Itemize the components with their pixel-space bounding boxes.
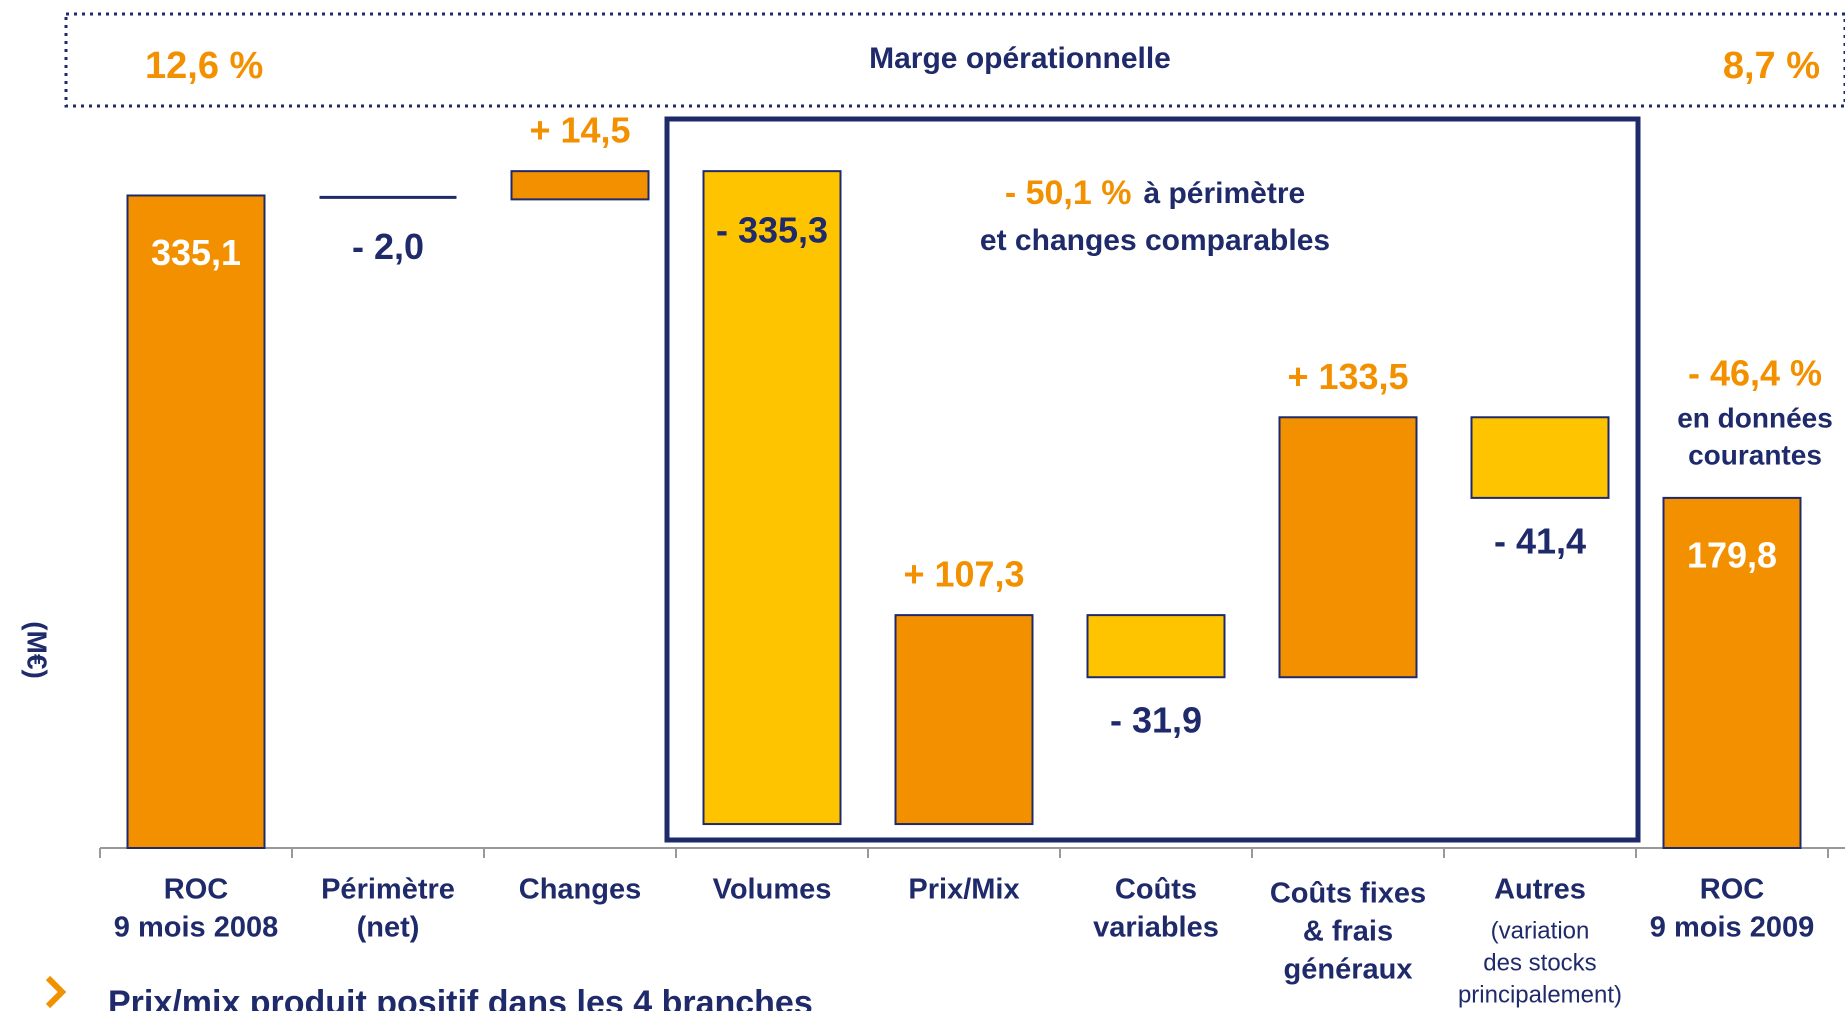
margin-start: 12,6 % — [145, 45, 263, 87]
value-label: + 14,5 — [529, 110, 630, 151]
bar — [1278, 416, 1418, 679]
x-tick-note: des stocks — [1483, 949, 1596, 976]
x-tick-label: 9 mois 2008 — [114, 912, 278, 944]
annotation-value: - 50,1 % — [1005, 174, 1132, 212]
value-label: - 31,9 — [1110, 700, 1202, 741]
annotation-value: - 50,1 % à périmètre — [1005, 174, 1305, 212]
value-label: 179,8 — [1687, 534, 1777, 575]
x-tick-label: Coûts — [1115, 874, 1197, 906]
x-tick-label: ROC — [1700, 874, 1765, 906]
value-label: 335,1 — [151, 232, 241, 273]
x-tick-label: (net) — [357, 912, 420, 944]
margin-label: Marge opérationnelle — [869, 42, 1171, 75]
bullet-icon — [45, 975, 67, 1009]
bar — [126, 194, 266, 849]
annotation-line: en données — [1677, 402, 1833, 433]
margin-box — [64, 12, 1845, 108]
bar — [1470, 416, 1610, 499]
x-tick-label: généraux — [1284, 954, 1413, 986]
annotation-value: - 46,4 % — [1688, 353, 1822, 394]
x-tick-label: Coûts fixes — [1270, 878, 1426, 910]
x-tick-note: principalement) — [1458, 981, 1622, 1008]
x-tick-label: variables — [1093, 912, 1219, 944]
annotation-line: courantes — [1688, 439, 1822, 470]
bar — [1662, 496, 1802, 849]
x-tick-label: Périmètre — [321, 874, 455, 906]
bar — [1086, 614, 1226, 679]
x-tick-label: 9 mois 2009 — [1650, 912, 1814, 944]
margin-end: 8,7 % — [1723, 45, 1820, 87]
x-tick-label: Volumes — [713, 874, 832, 906]
bar — [702, 170, 842, 826]
value-label: - 335,3 — [716, 210, 828, 251]
value-label: + 107,3 — [903, 554, 1024, 595]
annotation-line: et changes comparables — [980, 224, 1330, 257]
bar — [510, 170, 650, 201]
x-tick-label: ROC — [164, 874, 229, 906]
comparable-box — [664, 116, 1641, 843]
bullet-text: Prix/mix produit positif dans les 4 bran… — [108, 984, 813, 1011]
x-tick-label: & frais — [1303, 916, 1393, 948]
value-label: + 133,5 — [1287, 356, 1408, 397]
x-tick-note: (variation — [1491, 917, 1590, 944]
value-label: - 2,0 — [352, 226, 424, 267]
value-label: - 41,4 — [1494, 520, 1586, 561]
y-axis-label: (M€) — [22, 621, 53, 679]
annotation-line: à périmètre — [1143, 177, 1305, 210]
x-tick-label: Prix/Mix — [908, 874, 1019, 906]
bar — [894, 614, 1034, 826]
x-tick-label: Changes — [519, 874, 641, 906]
x-tick-label: Autres — [1494, 874, 1586, 906]
